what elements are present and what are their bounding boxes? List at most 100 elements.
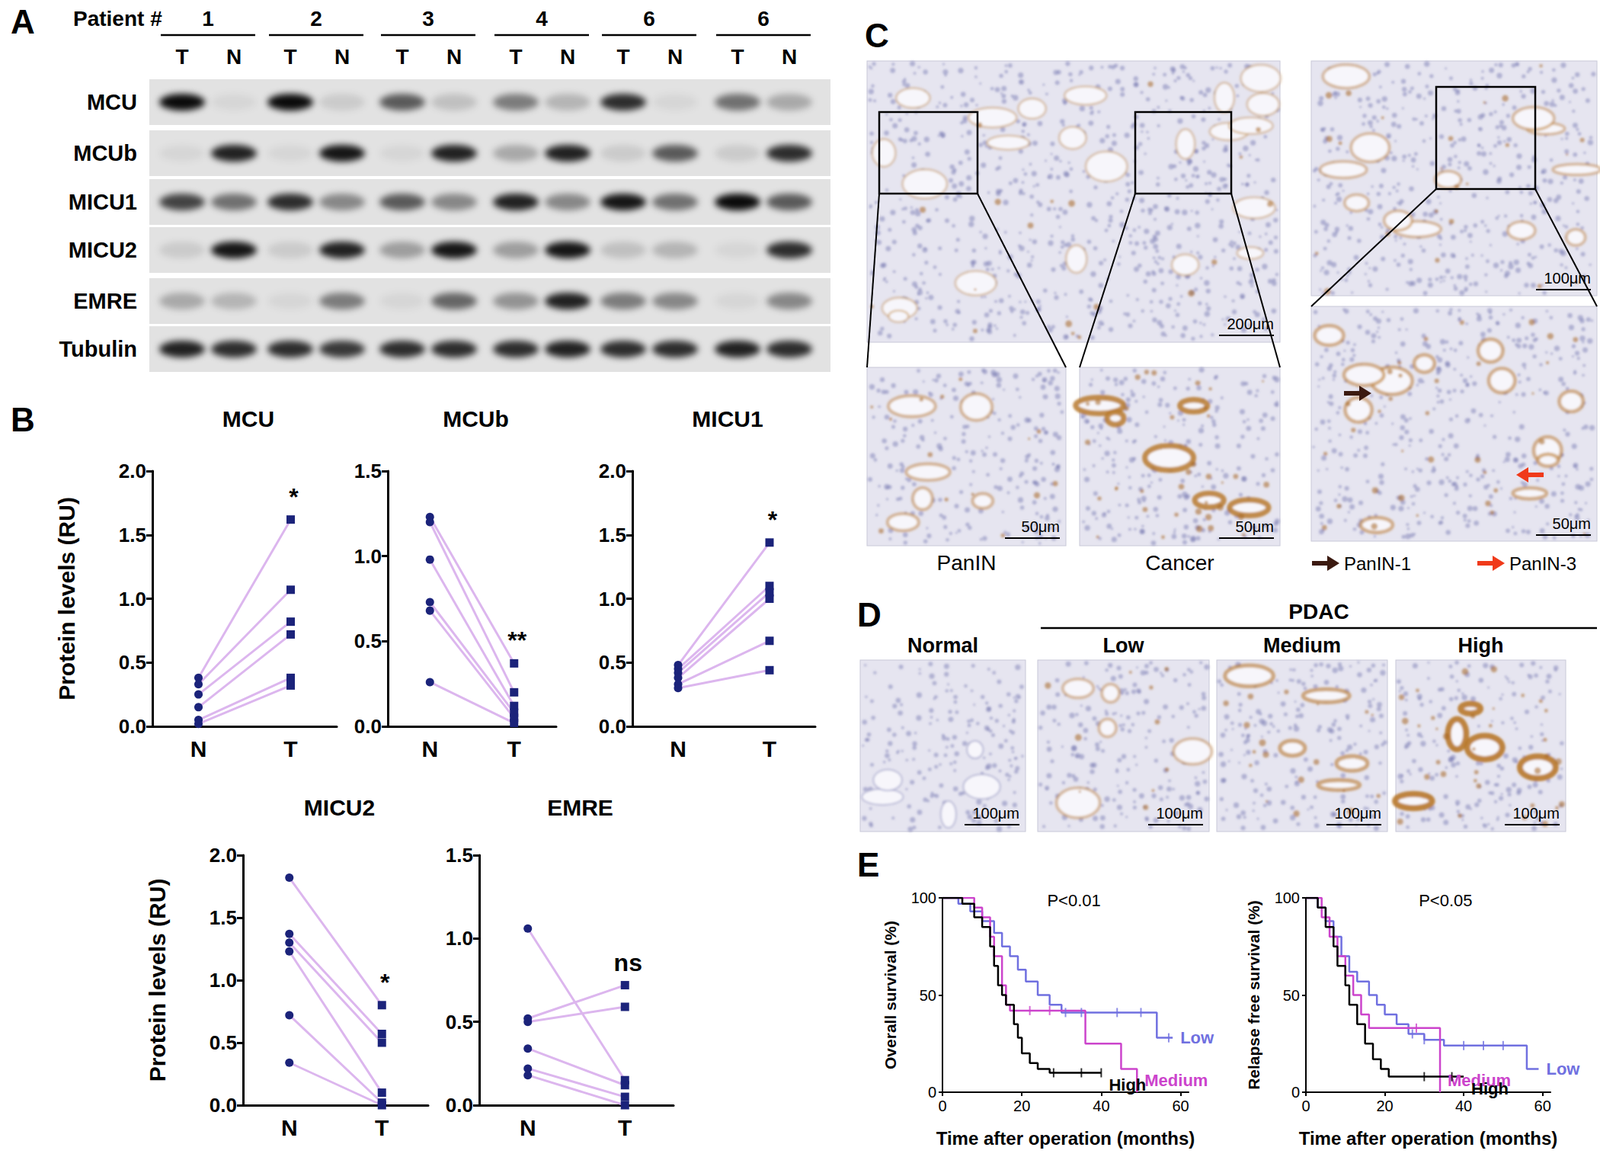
svg-text:High: High [1108, 1075, 1146, 1095]
svg-text:100μm: 100μm [1543, 269, 1591, 287]
svg-text:T: T [508, 44, 522, 69]
svg-text:1.5: 1.5 [354, 459, 382, 483]
svg-text:T: T [283, 736, 298, 762]
svg-text:50: 50 [919, 986, 937, 1004]
svg-text:0.0: 0.0 [209, 1093, 237, 1117]
svg-text:MICU2: MICU2 [304, 794, 375, 820]
svg-text:Low: Low [1180, 1027, 1215, 1047]
svg-text:100μm: 100μm [972, 804, 1020, 822]
svg-text:N: N [190, 736, 208, 762]
svg-text:MICU1: MICU1 [68, 189, 138, 215]
svg-text:PanIN-3: PanIN-3 [1509, 553, 1577, 574]
svg-text:MCU: MCU [86, 89, 138, 115]
svg-text:4: 4 [535, 6, 548, 31]
svg-text:PDAC: PDAC [1288, 599, 1349, 624]
svg-text:*: * [380, 968, 391, 996]
svg-text:Relapse free survival (%): Relapse free survival (%) [1244, 899, 1263, 1090]
svg-text:0: 0 [1301, 1097, 1310, 1114]
svg-text:2.0: 2.0 [209, 843, 237, 867]
svg-text:6: 6 [643, 6, 656, 31]
svg-text:0.5: 0.5 [445, 1010, 474, 1034]
svg-text:B: B [10, 400, 36, 439]
svg-text:100μm: 100μm [1334, 804, 1382, 822]
svg-text:0.5: 0.5 [354, 629, 382, 653]
svg-text:Tubulin: Tubulin [58, 336, 138, 362]
svg-text:N: N [446, 44, 462, 69]
svg-text:100: 100 [911, 889, 937, 906]
svg-text:T: T [283, 44, 297, 69]
svg-text:0.5: 0.5 [598, 650, 627, 674]
svg-text:MCUb: MCUb [73, 140, 138, 166]
svg-text:Cancer: Cancer [1145, 550, 1214, 575]
svg-text:*: * [288, 483, 299, 511]
svg-text:P<0.05: P<0.05 [1418, 890, 1472, 910]
svg-text:0.5: 0.5 [118, 650, 147, 674]
svg-text:20: 20 [1013, 1097, 1031, 1114]
svg-text:0.0: 0.0 [354, 714, 382, 738]
svg-text:Overall survival (%): Overall survival (%) [881, 920, 900, 1069]
svg-text:T: T [762, 736, 777, 762]
svg-text:N: N [281, 1114, 298, 1140]
svg-text:**: ** [507, 626, 527, 654]
svg-text:MCUb: MCUb [442, 406, 509, 432]
svg-text:100: 100 [1274, 889, 1300, 906]
svg-text:Time after operation (months): Time after operation (months) [1299, 1127, 1559, 1149]
svg-text:T: T [374, 1114, 389, 1140]
svg-text:P<0.01: P<0.01 [1046, 890, 1101, 910]
svg-text:T: T [175, 44, 189, 69]
svg-text:PanIN-1: PanIN-1 [1344, 553, 1412, 574]
svg-text:T: T [507, 736, 522, 762]
svg-text:0.0: 0.0 [445, 1093, 474, 1117]
svg-text:50μm: 50μm [1021, 518, 1060, 535]
svg-text:1.0: 1.0 [445, 926, 474, 950]
svg-text:20: 20 [1376, 1097, 1393, 1114]
svg-text:N: N [669, 736, 687, 762]
svg-text:D: D [857, 595, 882, 634]
svg-text:High: High [1458, 633, 1504, 657]
svg-text:Low: Low [1103, 633, 1146, 657]
svg-text:N: N [781, 44, 797, 69]
svg-text:Medium: Medium [1144, 1070, 1208, 1090]
svg-text:60: 60 [1534, 1097, 1552, 1114]
svg-text:N: N [226, 44, 242, 69]
svg-text:40: 40 [1092, 1097, 1110, 1114]
svg-text:2.0: 2.0 [118, 459, 147, 483]
svg-text:EMRE: EMRE [547, 794, 614, 820]
svg-text:100μm: 100μm [1512, 804, 1560, 822]
svg-text:MICU1: MICU1 [691, 406, 763, 432]
svg-text:1.5: 1.5 [209, 905, 237, 929]
svg-text:N: N [421, 736, 439, 762]
svg-text:50μm: 50μm [1552, 515, 1591, 532]
svg-text:2: 2 [310, 6, 323, 31]
svg-text:0: 0 [937, 1097, 947, 1114]
svg-text:60: 60 [1171, 1097, 1189, 1114]
svg-text:N: N [667, 44, 683, 69]
svg-text:T: T [617, 1114, 632, 1140]
svg-text:T: T [395, 44, 409, 69]
svg-text:1.0: 1.0 [598, 587, 627, 611]
svg-text:1.0: 1.0 [354, 544, 382, 568]
svg-text:EMRE: EMRE [73, 288, 138, 314]
svg-text:Low: Low [1545, 1059, 1581, 1079]
svg-text:1.0: 1.0 [118, 587, 147, 611]
svg-text:1.0: 1.0 [209, 968, 237, 992]
svg-text:1: 1 [201, 6, 215, 31]
svg-text:ns: ns [614, 948, 643, 976]
svg-text:50: 50 [1283, 986, 1300, 1004]
svg-text:N: N [334, 44, 350, 69]
svg-text:1.5: 1.5 [118, 523, 147, 547]
svg-text:C: C [864, 16, 890, 55]
svg-text:0.0: 0.0 [118, 714, 147, 738]
svg-text:1.5: 1.5 [445, 843, 474, 867]
svg-text:PanIN: PanIN [937, 550, 997, 575]
svg-text:0.5: 0.5 [209, 1030, 237, 1054]
svg-text:6: 6 [757, 6, 770, 31]
svg-text:40: 40 [1455, 1097, 1472, 1114]
svg-text:N: N [560, 44, 576, 69]
svg-text:MICU2: MICU2 [68, 237, 138, 263]
svg-text:0: 0 [1291, 1083, 1300, 1101]
svg-text:T: T [730, 44, 744, 69]
svg-text:Normal: Normal [907, 633, 979, 657]
svg-text:0: 0 [928, 1083, 937, 1101]
svg-text:A: A [10, 3, 36, 41]
